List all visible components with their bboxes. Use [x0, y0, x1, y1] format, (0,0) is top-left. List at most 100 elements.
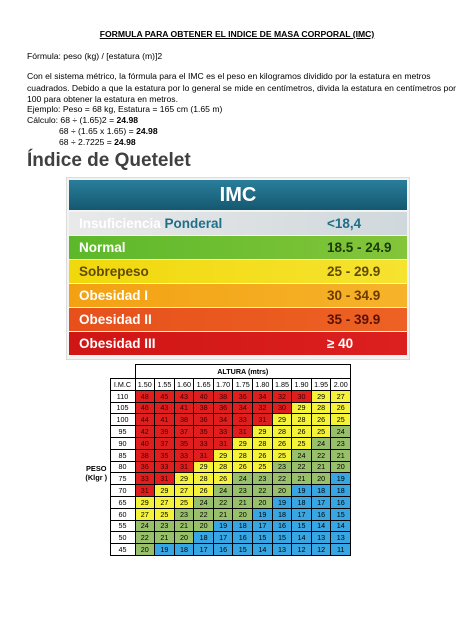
- table-row: 95 42 39 37 35 33 31 29 28 26 25 24: [83, 425, 352, 438]
- bmi-value-cell: 22: [310, 448, 332, 462]
- imc-row-name: Insuficiencia Ponderal: [79, 216, 222, 231]
- bmi-value-cell: 23: [232, 484, 254, 497]
- bmi-value-cell: 38: [134, 448, 156, 462]
- bmi-value-cell: 21: [330, 448, 352, 462]
- bmi-value-cell: 26: [252, 448, 273, 462]
- imc-row-underweight: Insuficiencia Ponderal <18,4: [69, 212, 407, 235]
- bmi-value-cell: 24: [310, 436, 332, 450]
- bmi-value-cell: 31: [134, 484, 156, 497]
- bmi-value-cell: 20: [252, 495, 273, 509]
- bmi-value-cell: 17: [252, 519, 273, 533]
- bmi-value-cell: 28: [193, 472, 214, 486]
- calc-label: Cálculo: 68 ÷ (1.65)2 =: [27, 115, 117, 125]
- height-header-cell: 1.60: [173, 378, 195, 391]
- bmi-value-cell: 20: [330, 460, 352, 474]
- table-row: 90 40 37 35 33 31 29 28 26 25 24 23: [83, 436, 352, 450]
- bmi-value-cell: 13: [330, 531, 352, 545]
- bmi-value-cell: 25: [330, 413, 352, 427]
- weight-cell: 45: [109, 543, 136, 556]
- table-row: 100 44 41 38 36 34 33 31 29 28 26 25: [83, 413, 352, 427]
- height-header-cell: 1.50: [134, 378, 156, 391]
- imc-row-obesity-1: Obesidad I 30 - 34.9: [69, 284, 407, 307]
- bmi-value-cell: 31: [212, 436, 234, 450]
- table-blank-cell: [83, 378, 110, 391]
- bmi-value-cell: 17: [310, 495, 332, 509]
- bmi-value-cell: 46: [134, 401, 156, 415]
- imc-row-name: Obesidad II: [79, 312, 152, 327]
- bmi-value-cell: 16: [310, 507, 332, 521]
- bmi-value-cell: 25: [252, 460, 273, 474]
- bmi-value-cell: 21: [310, 460, 332, 474]
- step1-label: 68 ÷ (1.65 x 1.65) =: [59, 126, 137, 136]
- bmi-value-cell: 34: [232, 401, 254, 415]
- bmi-value-cell: 29: [291, 401, 312, 415]
- height-header-cell: 1.75: [232, 378, 254, 391]
- imc-row-range: <18,4: [327, 216, 362, 231]
- bmi-value-cell: 24: [232, 472, 254, 486]
- bmi-value-cell: 18: [232, 519, 254, 533]
- bmi-value-cell: 22: [291, 460, 312, 474]
- table-blank-cell: [110, 365, 135, 379]
- bmi-value-cell: 16: [330, 495, 352, 509]
- imc-row-range: 30 - 34.9: [327, 288, 381, 303]
- bmi-value-cell: 23: [173, 507, 195, 521]
- weight-cell: 95: [109, 425, 136, 438]
- bmi-value-cell: 33: [173, 448, 195, 462]
- bmi-value-cell: 29: [154, 484, 175, 497]
- bmi-value-cell: 37: [173, 425, 195, 438]
- bmi-value-cell: 25: [154, 507, 175, 521]
- bmi-value-cell: 19: [271, 495, 293, 509]
- bmi-value-cell: 34: [212, 413, 234, 427]
- bmi-value-cell: 29: [193, 460, 214, 474]
- bmi-value-cell: 15: [271, 531, 293, 545]
- bmi-value-cell: 24: [193, 495, 214, 509]
- bmi-value-cell: 28: [232, 448, 254, 462]
- bmi-value-cell: 26: [291, 425, 312, 438]
- bmi-value-cell: 25: [310, 425, 332, 438]
- bmi-value-cell: 18: [291, 495, 312, 509]
- bmi-value-cell: 35: [154, 448, 175, 462]
- bmi-value-cell: 25: [291, 436, 312, 450]
- bmi-value-cell: 26: [271, 436, 293, 450]
- bmi-value-cell: 40: [134, 436, 156, 450]
- bmi-value-cell: 26: [232, 460, 254, 474]
- bmi-value-cell: 27: [330, 389, 352, 403]
- bmi-value-cell: 30: [271, 401, 293, 415]
- bmi-value-cell: 18: [271, 507, 293, 521]
- table-row: 70 31 29 27 26 24 23 22 20 19 18 18: [83, 484, 352, 497]
- bmi-value-cell: 28: [310, 401, 332, 415]
- bmi-value-cell: 18: [310, 484, 332, 497]
- bmi-value-cell: 42: [134, 425, 156, 438]
- table-row: 45 20 19 18 17 16 15 14 13 12 12 11: [83, 543, 352, 556]
- bmi-value-cell: 19: [154, 543, 175, 556]
- height-header-cell: 1.55: [154, 378, 175, 391]
- bmi-value-cell: 13: [271, 543, 293, 556]
- bmi-value-cell: 13: [310, 531, 332, 545]
- weight-cell: 65: [109, 495, 136, 509]
- bmi-value-cell: 23: [271, 460, 293, 474]
- bmi-value-cell: 27: [173, 484, 195, 497]
- example-line: Ejemplo: Peso = 68 kg, Estatura = 165 cm…: [27, 104, 223, 114]
- imc-row-range: ≥ 40: [327, 336, 354, 351]
- bmi-value-cell: 14: [252, 543, 273, 556]
- imc-row-name: Obesidad I: [79, 288, 149, 303]
- bmi-value-cell: 31: [173, 460, 195, 474]
- bmi-value-cell: 23: [330, 436, 352, 450]
- bmi-value-cell: 36: [193, 413, 214, 427]
- bmi-value-cell: 22: [134, 531, 156, 545]
- bmi-value-cell: 21: [154, 531, 175, 545]
- bmi-value-cell: 29: [212, 448, 234, 462]
- imc-row-range: 35 - 39.9: [327, 312, 381, 327]
- bmi-value-cell: 34: [252, 389, 273, 403]
- table-row: 85 38 35 33 31 29 28 26 25 24 22 21: [83, 448, 352, 462]
- document-title: FORMULA PARA OBTENER EL INDICE DE MASA C…: [99, 29, 375, 39]
- height-header-cell: 2.00: [330, 378, 352, 391]
- bmi-value-cell: 29: [310, 389, 332, 403]
- table-blank-cell: [83, 365, 110, 379]
- bmi-value-cell: 23: [154, 519, 175, 533]
- bmi-value-cell: 31: [232, 425, 254, 438]
- calc-line: Cálculo: 68 ÷ (1.65)2 = 24.98: [27, 115, 138, 126]
- bmi-value-cell: 18: [193, 531, 214, 545]
- imc-banner-header: IMC: [69, 180, 407, 210]
- formula-line: Fórmula: peso (kg) / [estatura (m)]2: [27, 51, 163, 61]
